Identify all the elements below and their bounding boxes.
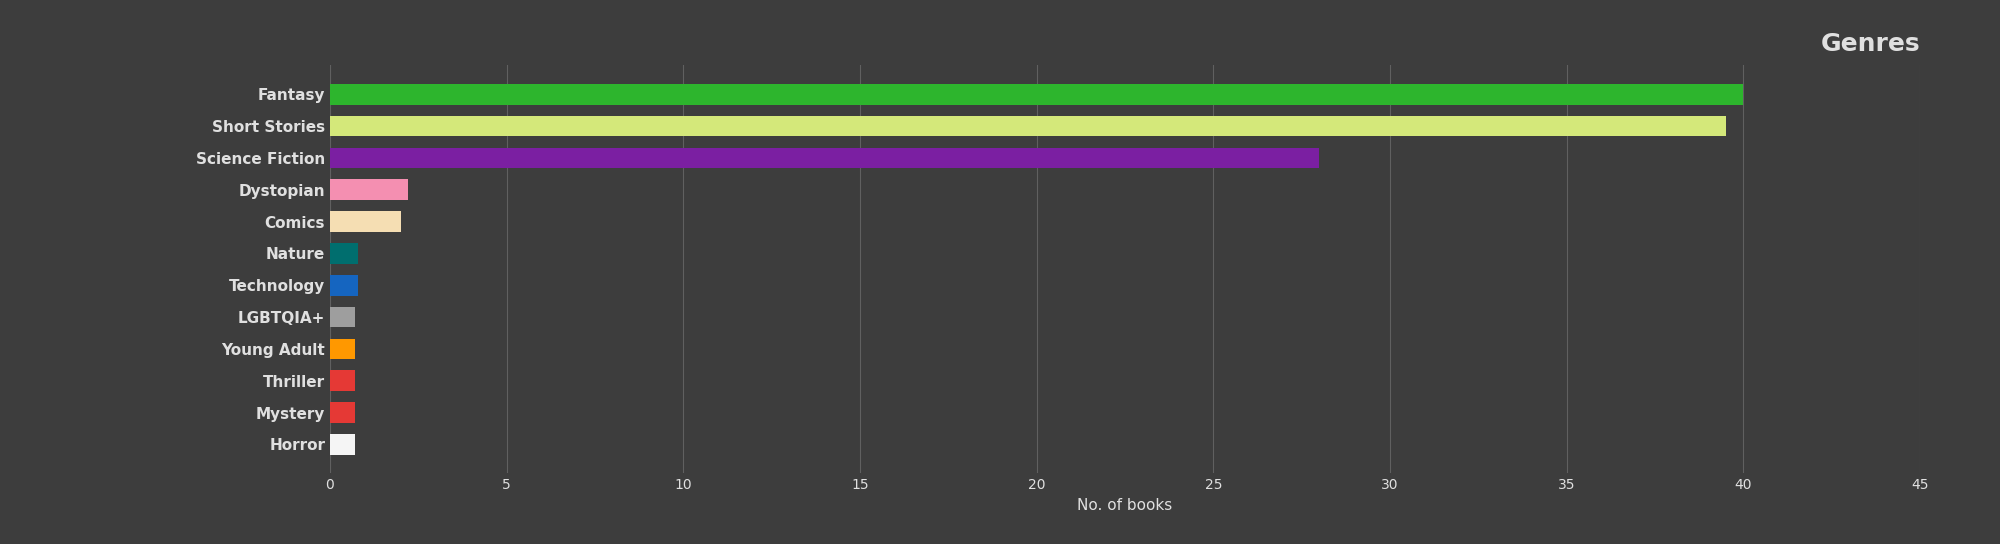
Text: Genres: Genres bbox=[1820, 33, 1920, 57]
X-axis label: No. of books: No. of books bbox=[1078, 498, 1172, 512]
Bar bbox=[330, 180, 408, 200]
Bar bbox=[330, 275, 358, 295]
Bar bbox=[330, 116, 1726, 137]
Bar bbox=[330, 434, 354, 455]
Bar bbox=[330, 84, 1744, 104]
Bar bbox=[330, 402, 354, 423]
Bar bbox=[330, 147, 1320, 168]
Bar bbox=[330, 338, 354, 359]
Bar bbox=[330, 370, 354, 391]
Bar bbox=[330, 211, 400, 232]
Bar bbox=[330, 243, 358, 264]
Bar bbox=[330, 307, 354, 327]
